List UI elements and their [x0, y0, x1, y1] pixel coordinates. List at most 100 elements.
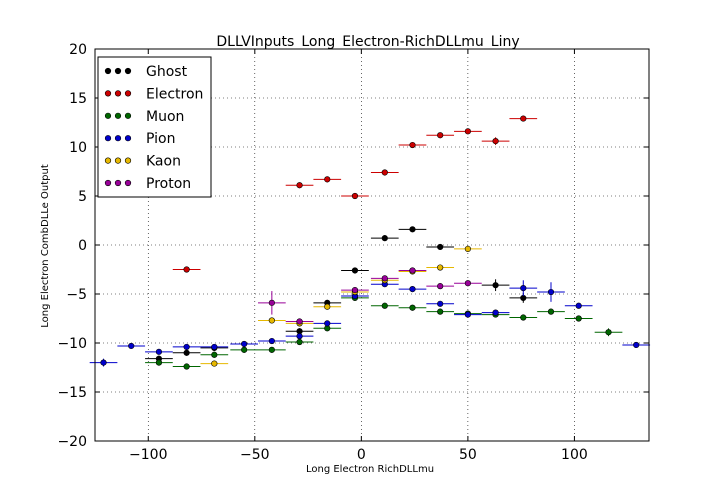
series-proton	[258, 267, 482, 325]
data-point-electron	[296, 182, 303, 189]
data-point-pion	[296, 333, 303, 340]
legend-item-proton: Proton	[104, 176, 191, 192]
data-point-pion	[547, 288, 555, 296]
data-point-ghost	[351, 267, 359, 274]
legend-label-electron: Electron	[146, 86, 203, 102]
data-point-proton	[351, 286, 359, 294]
data-point-pion	[183, 343, 190, 351]
legend-marker	[124, 135, 132, 142]
series-muon	[145, 294, 623, 370]
data-point-muon	[520, 314, 527, 321]
legend-marker	[114, 135, 122, 142]
data-point-kaon	[437, 264, 444, 271]
data-point-pion	[241, 340, 248, 348]
data-point-muon	[547, 308, 555, 315]
legend-marker	[104, 135, 112, 142]
legend: Ghost Electron Muon Pion Kaon Proton	[97, 56, 212, 198]
legend-label-proton: Proton	[146, 176, 191, 192]
data-point-kaon	[324, 303, 331, 310]
data-point-electron	[409, 141, 416, 149]
data-point-pion	[211, 343, 218, 351]
data-point-electron	[437, 132, 444, 139]
data-point-pion	[575, 302, 582, 309]
legend-label-kaon: Kaon	[146, 154, 181, 170]
x-tick-label: −100	[129, 447, 167, 463]
data-point-pion	[492, 309, 499, 316]
data-point-muon	[605, 329, 612, 336]
legend-marker	[104, 112, 112, 119]
legend-marker	[104, 90, 112, 97]
legend-marker	[124, 157, 132, 164]
data-point-muon	[381, 302, 388, 309]
legend-marker	[114, 67, 122, 75]
data-point-proton	[268, 299, 275, 306]
data-point-proton	[464, 280, 471, 287]
data-point-ghost	[492, 282, 499, 289]
data-point-proton	[296, 318, 303, 325]
data-point-electron	[351, 192, 359, 200]
legend-marker	[114, 112, 122, 119]
data-point-pion	[128, 342, 135, 350]
data-point-proton	[409, 267, 416, 274]
x-axis-title: Long Electron RichDLLmu	[306, 464, 434, 475]
legend-label-ghost: Ghost	[146, 64, 188, 80]
data-point-muon	[211, 351, 218, 358]
data-point-kaon	[211, 360, 218, 367]
legend-label-muon: Muon	[146, 109, 184, 125]
y-axis-title: Long Electron CombDLLe Output	[40, 164, 51, 328]
data-point-muon	[241, 346, 248, 353]
data-point-ghost	[183, 349, 190, 356]
data-point-electron	[381, 169, 388, 176]
data-point-electron	[324, 176, 331, 183]
data-point-muon	[183, 363, 190, 370]
data-point-ghost	[381, 235, 388, 242]
legend-item-electron: Electron	[104, 86, 203, 102]
x-tick-label: 100	[561, 447, 588, 463]
data-point-pion	[324, 320, 331, 327]
data-point-proton	[437, 283, 444, 290]
data-point-electron	[492, 138, 499, 145]
y-tick-label: −10	[57, 336, 87, 352]
legend-marker	[104, 157, 112, 164]
y-tick-label: 5	[78, 189, 87, 205]
data-point-pion	[155, 348, 163, 355]
y-tick-label: −5	[66, 287, 87, 303]
legend-marker	[124, 112, 132, 119]
legend-marker	[124, 67, 132, 75]
data-point-pion	[437, 300, 444, 307]
data-point-pion	[409, 286, 416, 293]
data-point-electron	[464, 128, 471, 135]
x-tick-label: 0	[357, 447, 366, 463]
y-tick-label: 20	[69, 42, 87, 58]
y-tick-label: 0	[78, 238, 87, 254]
legend-box	[97, 56, 212, 198]
data-point-muon	[437, 308, 444, 315]
legend-item-kaon: Kaon	[104, 154, 181, 170]
data-point-pion	[464, 311, 471, 318]
legend-marker	[124, 90, 132, 97]
data-point-proton	[381, 275, 388, 282]
legend-marker	[124, 179, 132, 187]
y-tick-label: −20	[57, 434, 87, 450]
data-point-muon	[268, 346, 275, 353]
legend-marker	[114, 90, 122, 97]
data-point-electron	[520, 115, 527, 122]
data-point-ghost	[409, 226, 416, 233]
series-layer	[89, 115, 651, 370]
chart-title: DLLVInputs_Long_Electron-RichDLLmu_Liny	[216, 34, 519, 50]
data-point-muon	[155, 359, 163, 366]
data-point-kaon	[268, 317, 275, 324]
legend-item-pion: Pion	[104, 131, 175, 147]
data-point-ghost	[437, 243, 444, 251]
data-point-muon	[409, 304, 416, 311]
legend-item-muon: Muon	[104, 109, 184, 125]
data-point-pion	[268, 337, 275, 345]
y-tick-label: 10	[69, 140, 87, 156]
legend-marker	[114, 157, 122, 164]
data-point-ghost	[520, 294, 527, 302]
data-point-kaon	[464, 245, 471, 253]
legend-marker	[104, 179, 112, 187]
y-tick-label: 15	[69, 91, 87, 107]
